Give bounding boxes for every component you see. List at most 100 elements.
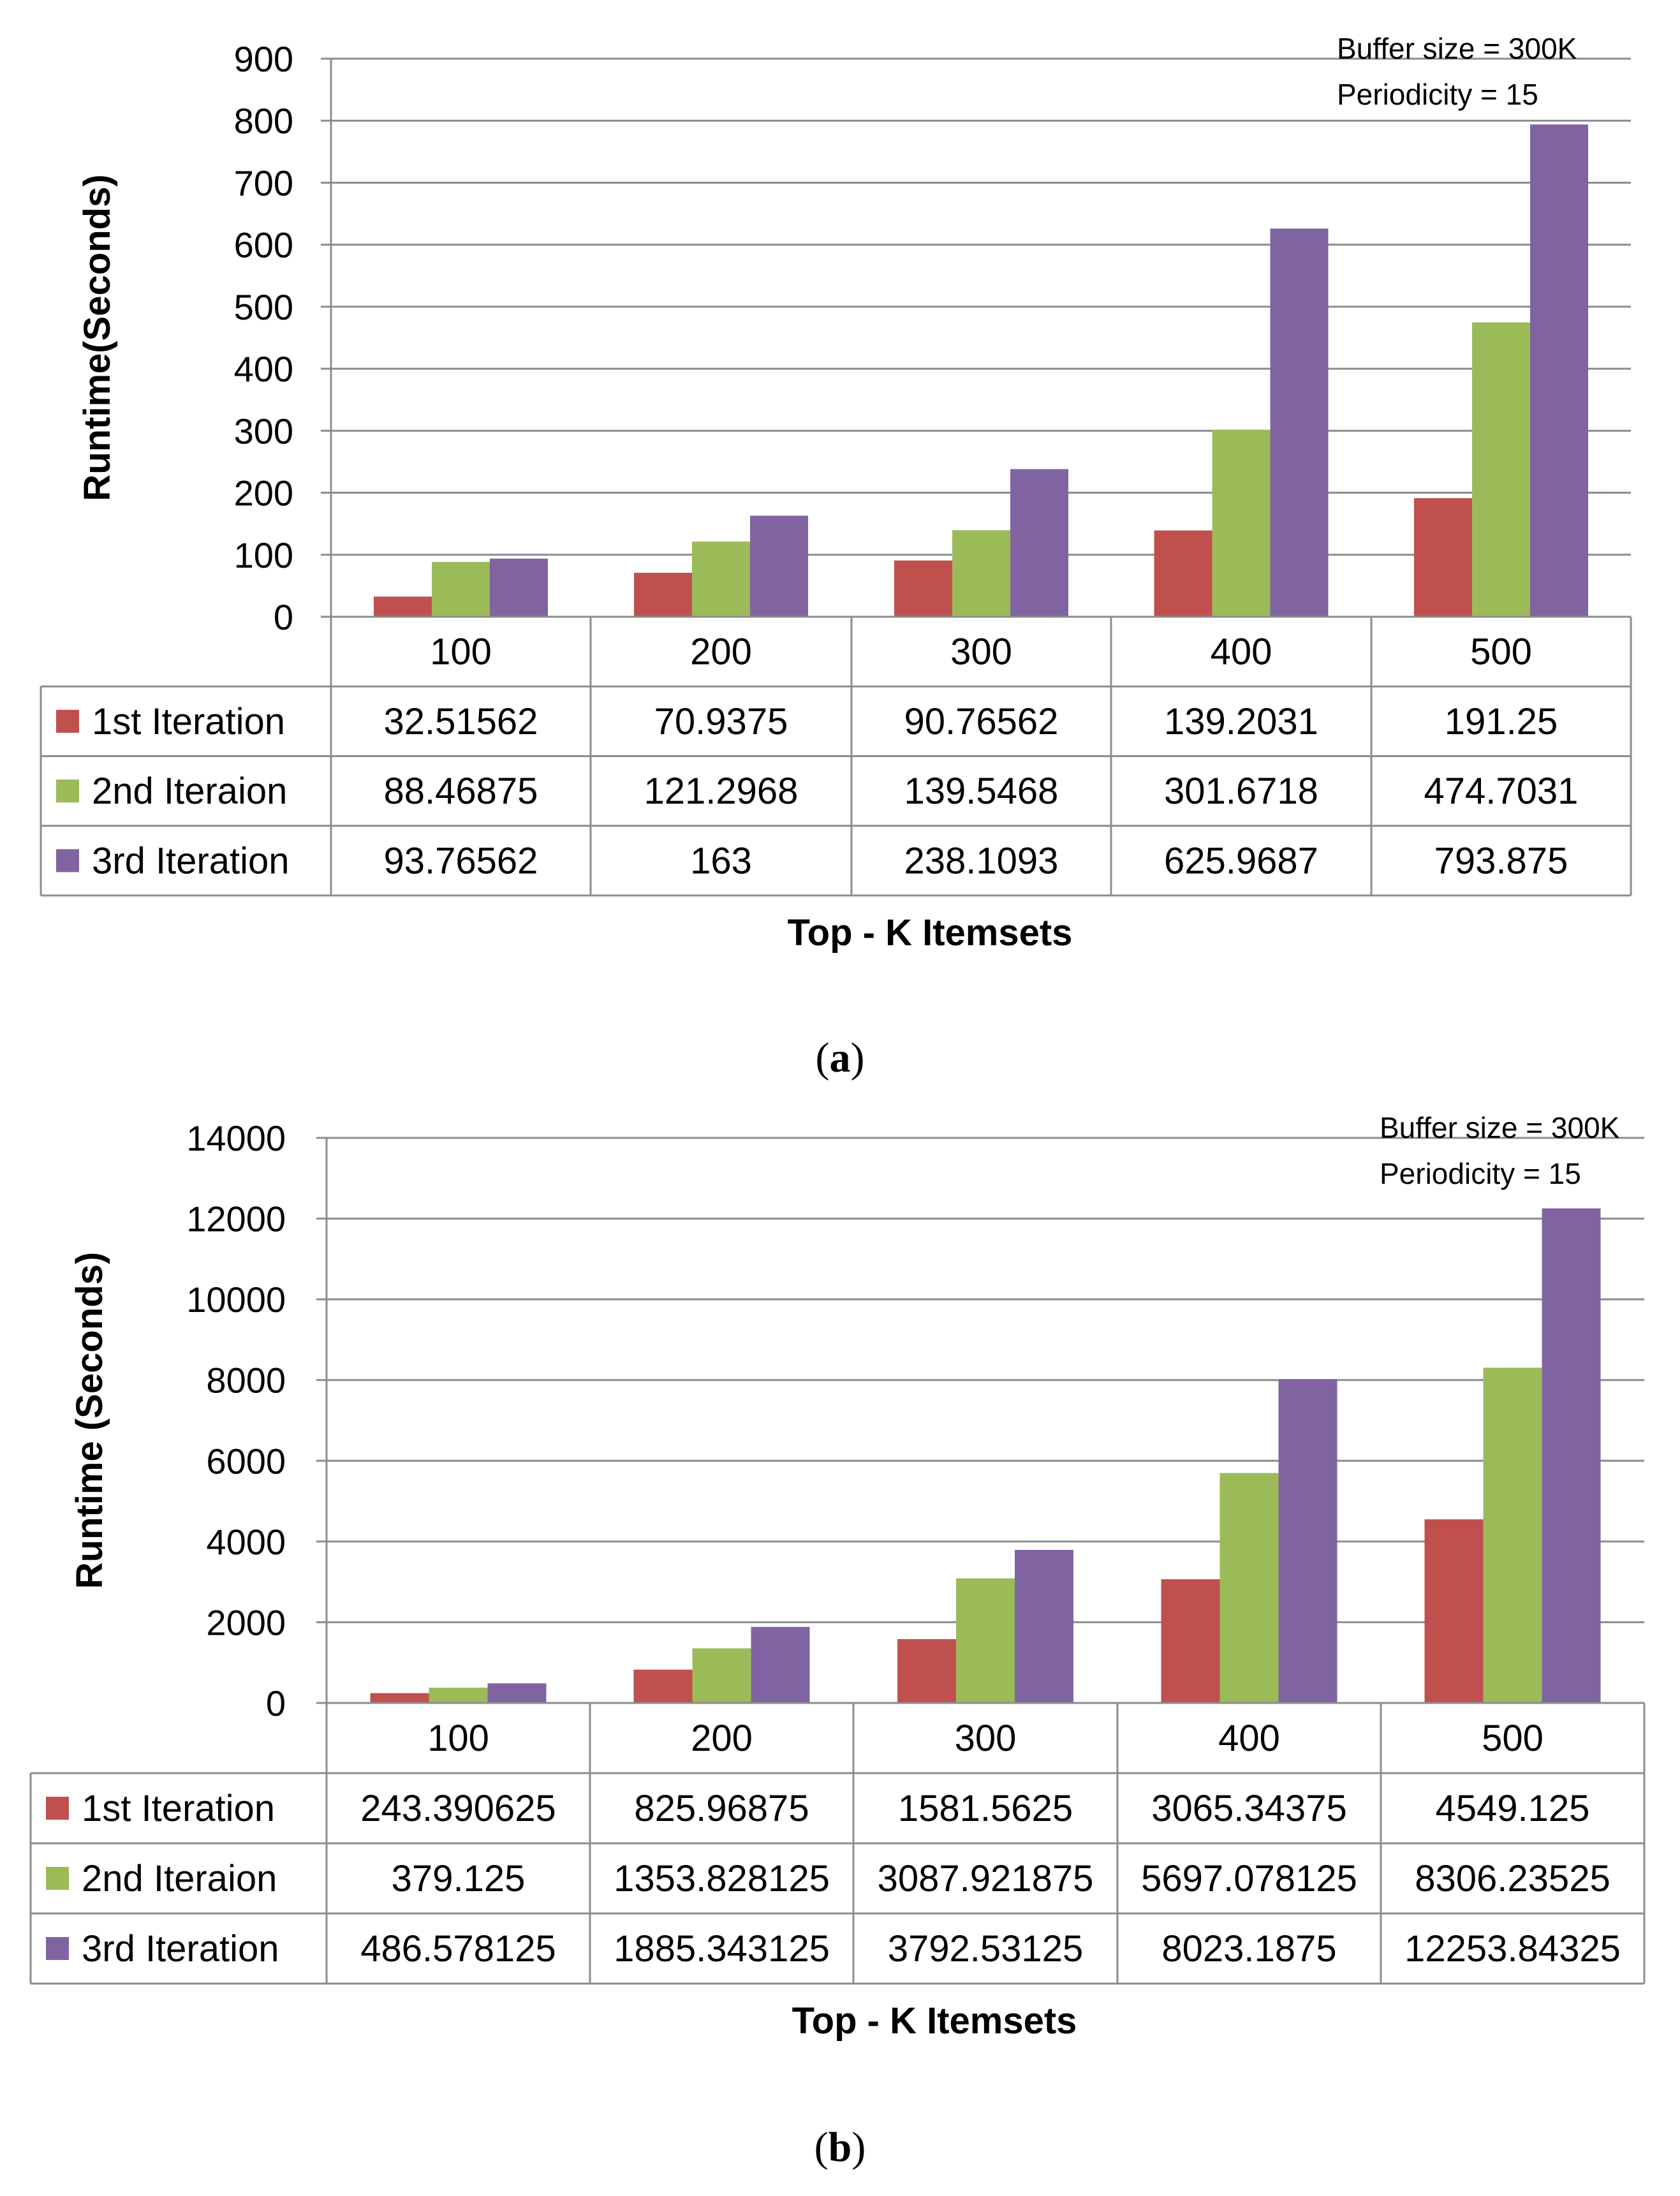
y-tick-label: 14000 [186,1118,286,1158]
y-tick-label: 0 [266,1683,286,1723]
category-label: 400 [1218,1718,1280,1759]
y-tick-label: 10000 [186,1279,286,1320]
category-label: 300 [955,1718,1017,1759]
bar-3rd-iteration-100 [487,1683,547,1703]
bar-2nd-iteraion-300 [956,1578,1015,1703]
data-label: 163 [690,840,752,881]
bar-2nd-iteraion-400 [1212,429,1271,617]
y-tick-label: 600 [234,225,293,265]
bar-1st-iteration-400 [1154,530,1212,617]
data-label: 93.76562 [384,840,538,881]
bar-1st-iteration-100 [374,596,432,617]
y-tick-label: 400 [234,349,293,389]
data-label: 1581.5625 [898,1788,1073,1829]
legend-entry: 3rd Iteration [92,840,290,881]
bar-1st-iteration-100 [370,1693,429,1703]
legend-swatch [56,779,79,803]
bar-2nd-iteraion-100 [429,1688,488,1703]
data-label: 70.9375 [654,701,788,742]
data-label: 32.51562 [384,701,538,742]
data-label: 301.6718 [1164,770,1318,812]
legend-entry: 2nd Iteraion [82,1858,277,1899]
y-tick-label: 100 [234,535,293,575]
data-label: 238.1093 [904,840,1059,881]
data-label: 12253.84325 [1404,1928,1621,1970]
panel-caption: (a) [816,1035,865,1081]
chart-annotation: Buffer size = 300K [1380,1111,1620,1144]
bar-2nd-iteraion-500 [1472,322,1530,617]
bar-3rd-iteration-300 [1010,469,1068,617]
bar-2nd-iteraion-100 [432,561,490,617]
data-label: 3087.921875 [878,1858,1094,1899]
legend-swatch [46,1937,69,1960]
data-label: 8023.1875 [1161,1928,1336,1970]
bar-3rd-iteration-200 [751,1626,810,1703]
data-label: 825.96875 [634,1788,809,1829]
bar-1st-iteration-300 [897,1639,956,1703]
bar-2nd-iteraion-400 [1219,1473,1279,1703]
bar-1st-iteration-500 [1414,498,1472,617]
bar-2nd-iteraion-500 [1483,1367,1542,1703]
data-label: 486.578125 [360,1928,556,1970]
x-axis-title: Top - K Itemsets [792,2000,1077,2042]
data-label: 243.390625 [360,1788,556,1829]
x-axis-title: Top - K Itemsets [788,912,1073,954]
data-label: 121.2968 [644,770,799,812]
data-label: 3065.34375 [1151,1788,1346,1829]
bar-1st-iteration-400 [1161,1579,1220,1703]
y-tick-label: 8000 [206,1360,286,1401]
chart-panel-a: 0 100 200 300 400 500 600 700 800 900 100 200 300 400… [40,32,1632,1081]
chart-annotation: Periodicity = 15 [1337,78,1538,111]
bar-1st-iteration-300 [894,560,952,617]
bar-3rd-iteration-100 [490,558,548,617]
bar-3rd-iteration-300 [1015,1549,1073,1703]
category-label: 100 [427,1718,489,1759]
category-label: 200 [691,1718,753,1759]
category-label: 400 [1211,631,1272,673]
legend-entry: 2nd Iteraion [92,770,287,812]
data-label: 139.2031 [1164,701,1318,742]
legend-swatch [56,709,79,733]
legend-entry: 3rd Iteration [82,1928,279,1970]
bar-3rd-iteration-200 [750,515,808,617]
data-label: 8306.23525 [1415,1858,1610,1899]
bar-2nd-iteraion-300 [952,530,1010,617]
panel-caption: (b) [814,2124,866,2170]
data-label: 625.9687 [1164,840,1318,881]
data-label: 1885.343125 [614,1928,830,1970]
data-label: 191.25 [1445,701,1558,742]
y-tick-label: 2000 [206,1602,286,1642]
category-label: 100 [430,631,492,673]
bar-1st-iteration-200 [634,573,692,617]
y-axis-title: Runtime (Seconds) [69,1252,110,1589]
y-tick-label: 6000 [206,1441,286,1481]
data-label: 3792.53125 [888,1928,1083,1970]
legend-swatch [56,849,79,873]
bar-2nd-iteraion-200 [692,1648,751,1703]
legend-swatch [46,1797,69,1820]
bar-3rd-iteration-500 [1542,1208,1601,1703]
data-label: 793.875 [1434,840,1568,881]
y-axis-title: Runtime(Seconds) [77,174,118,501]
y-tick-label: 700 [234,163,293,203]
data-label: 379.125 [392,1858,526,1899]
legend-swatch [46,1867,69,1890]
legend-entry: 1st Iteration [82,1788,275,1829]
category-label: 500 [1482,1718,1544,1759]
data-label: 90.76562 [904,701,1059,742]
bar-1st-iteration-200 [633,1669,693,1703]
category-label: 500 [1470,631,1532,673]
category-label: 200 [690,631,752,673]
y-tick-label: 300 [234,411,293,451]
y-tick-label: 0 [274,597,293,637]
data-label: 88.46875 [384,770,538,812]
bar-3rd-iteration-400 [1278,1379,1337,1703]
data-label: 474.7031 [1424,770,1579,812]
data-label: 1353.828125 [614,1858,830,1899]
chart-annotation: Buffer size = 300K [1337,32,1577,65]
y-tick-label: 900 [234,39,293,79]
bar-3rd-iteration-500 [1530,124,1588,617]
data-label: 5697.078125 [1141,1858,1357,1899]
bar-1st-iteration-500 [1424,1519,1484,1703]
